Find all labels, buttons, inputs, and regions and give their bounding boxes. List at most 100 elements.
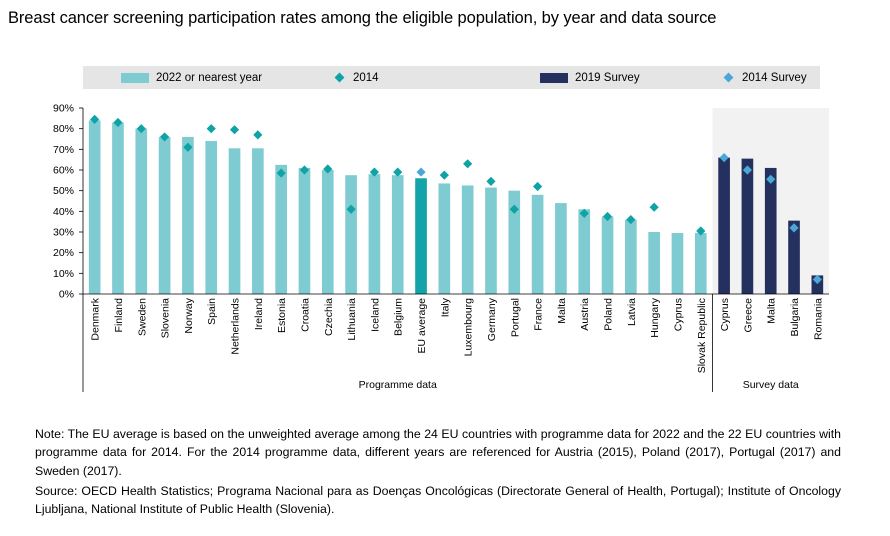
marker-2014: [602, 211, 613, 222]
x-tick-label: Greece: [742, 298, 754, 333]
marker-2014: [90, 114, 100, 124]
bar-2022: [158, 136, 171, 294]
x-tick-label: France: [533, 298, 545, 331]
bar-2022: [415, 178, 427, 294]
x-tick-label: Hungary: [649, 297, 661, 337]
x-tick-label: Portugal: [509, 298, 521, 337]
marker-2014: [183, 142, 193, 152]
legend-diamond-2014-survey: [723, 72, 734, 83]
marker-2014: [253, 130, 263, 140]
legend-item-2014-survey: 2014 Survey: [723, 66, 807, 89]
y-tick-label: 90%: [53, 103, 74, 115]
group-label-survey: Survey data: [743, 379, 799, 391]
bar-2022: [694, 233, 707, 294]
marker-2014: [229, 125, 240, 135]
bar-2019-survey: [764, 167, 777, 294]
marker-2014: [532, 181, 543, 192]
x-tick-label: Lithuania: [346, 298, 358, 341]
x-tick-label: Belgium: [393, 298, 405, 336]
legend-item-2022: 2022 or nearest year: [121, 66, 262, 89]
x-tick-label: Croatia: [299, 298, 311, 332]
bar-2022: [671, 233, 684, 294]
marker-2014: [113, 117, 123, 128]
x-tick-label: Netherlands: [230, 298, 242, 355]
chart-area: 0% 10% 20% 30% 40% 50% 60% 70% 80% 90% Denmark Finl…: [53, 103, 829, 392]
y-tick-label: 10%: [53, 268, 74, 280]
bar-2022: [391, 175, 404, 294]
x-tick-label: Poland: [603, 298, 615, 331]
x-tick-label: Slovenia: [160, 298, 172, 338]
bar-2019-survey: [718, 157, 730, 294]
marker-2014-survey: [812, 274, 822, 285]
x-tick-label: EU average: [416, 298, 428, 354]
legend-label-2014: 2014: [353, 71, 379, 84]
x-tick-label: Spain: [206, 298, 218, 325]
marker-2014-survey: [719, 153, 729, 163]
group-label-programme: Programme data: [359, 379, 437, 391]
marker-2014-survey: [789, 223, 799, 233]
bar-2022: [88, 120, 101, 295]
marker-2014: [649, 202, 659, 212]
bar-2022: [275, 164, 287, 294]
marker-2014: [393, 167, 403, 177]
bar-2022: [438, 183, 451, 294]
bar-2022: [182, 136, 194, 294]
marker-2014: [276, 168, 286, 178]
legend-swatch-2022: [121, 72, 149, 83]
x-tick-label: Latvia: [626, 298, 638, 326]
marker-2014-survey: [416, 167, 426, 177]
bar-2019-survey: [811, 275, 824, 294]
x-tick-label: Romania: [812, 298, 824, 340]
x-tick-label: Sweden: [136, 298, 148, 336]
y-tick-label: 30%: [53, 227, 74, 239]
x-tick-label: Norway: [183, 297, 195, 333]
x-tick-label: Denmark: [90, 297, 102, 340]
marker-2014: [626, 215, 636, 225]
y-tick-label: 40%: [53, 206, 74, 218]
x-tick-label: Italy: [439, 297, 451, 317]
x-tick-label: Iceland: [369, 298, 381, 332]
marker-2014-survey: [766, 174, 776, 184]
legend-label-2022: 2022 or nearest year: [156, 71, 263, 84]
marker-2014: [323, 164, 333, 174]
bar-2022: [531, 194, 544, 294]
chart-note: Note: The EU average is based on the unw…: [35, 427, 841, 478]
bar-2022: [228, 148, 241, 294]
legend-item-2019-survey: 2019 Survey: [540, 66, 640, 89]
marker-2014: [509, 204, 519, 214]
chart-title: Breast cancer screening participation ra…: [8, 9, 717, 27]
y-tick-label: 80%: [53, 123, 74, 135]
x-tick-label: Bulgaria: [789, 298, 801, 337]
legend-label-2019-survey: 2019 Survey: [575, 71, 640, 84]
y-tick-label: 20%: [53, 247, 74, 259]
bar-2022: [345, 175, 357, 294]
y-tick-label: 50%: [53, 185, 74, 197]
bar-2022: [578, 209, 591, 294]
bar-2022: [298, 167, 311, 294]
marker-2014: [346, 204, 356, 214]
y-tick-label: 70%: [53, 144, 74, 156]
marker-2014: [439, 170, 449, 180]
bar-2022: [461, 185, 474, 294]
x-tick-label: Malta: [556, 298, 568, 324]
bar-2019-survey: [741, 158, 754, 294]
marker-2014: [159, 132, 170, 142]
x-tick-label: Cyprus: [672, 298, 684, 331]
legend: 2022 or nearest year 2014 2019 Survey 20…: [83, 66, 820, 89]
x-tick-label: Czechia: [323, 298, 335, 336]
bar-2022: [252, 148, 264, 294]
x-tick-label: Ireland: [253, 298, 265, 330]
legend-diamond-2014: [334, 72, 345, 83]
legend-swatch-2019-survey: [540, 72, 568, 83]
bar-2022: [625, 219, 637, 294]
x-tick-label: Finland: [113, 298, 125, 333]
legend-item-2014: 2014: [334, 66, 379, 89]
marker-2014: [696, 226, 706, 236]
x-tick-label: Austria: [579, 298, 591, 331]
x-tick-label: Cyprus: [719, 298, 731, 331]
marker-2014: [299, 165, 310, 175]
marker-2014-survey: [742, 165, 753, 175]
x-tick-label: Luxembourg: [463, 298, 475, 357]
bar-2022: [648, 232, 660, 294]
bar-2022: [555, 203, 567, 294]
